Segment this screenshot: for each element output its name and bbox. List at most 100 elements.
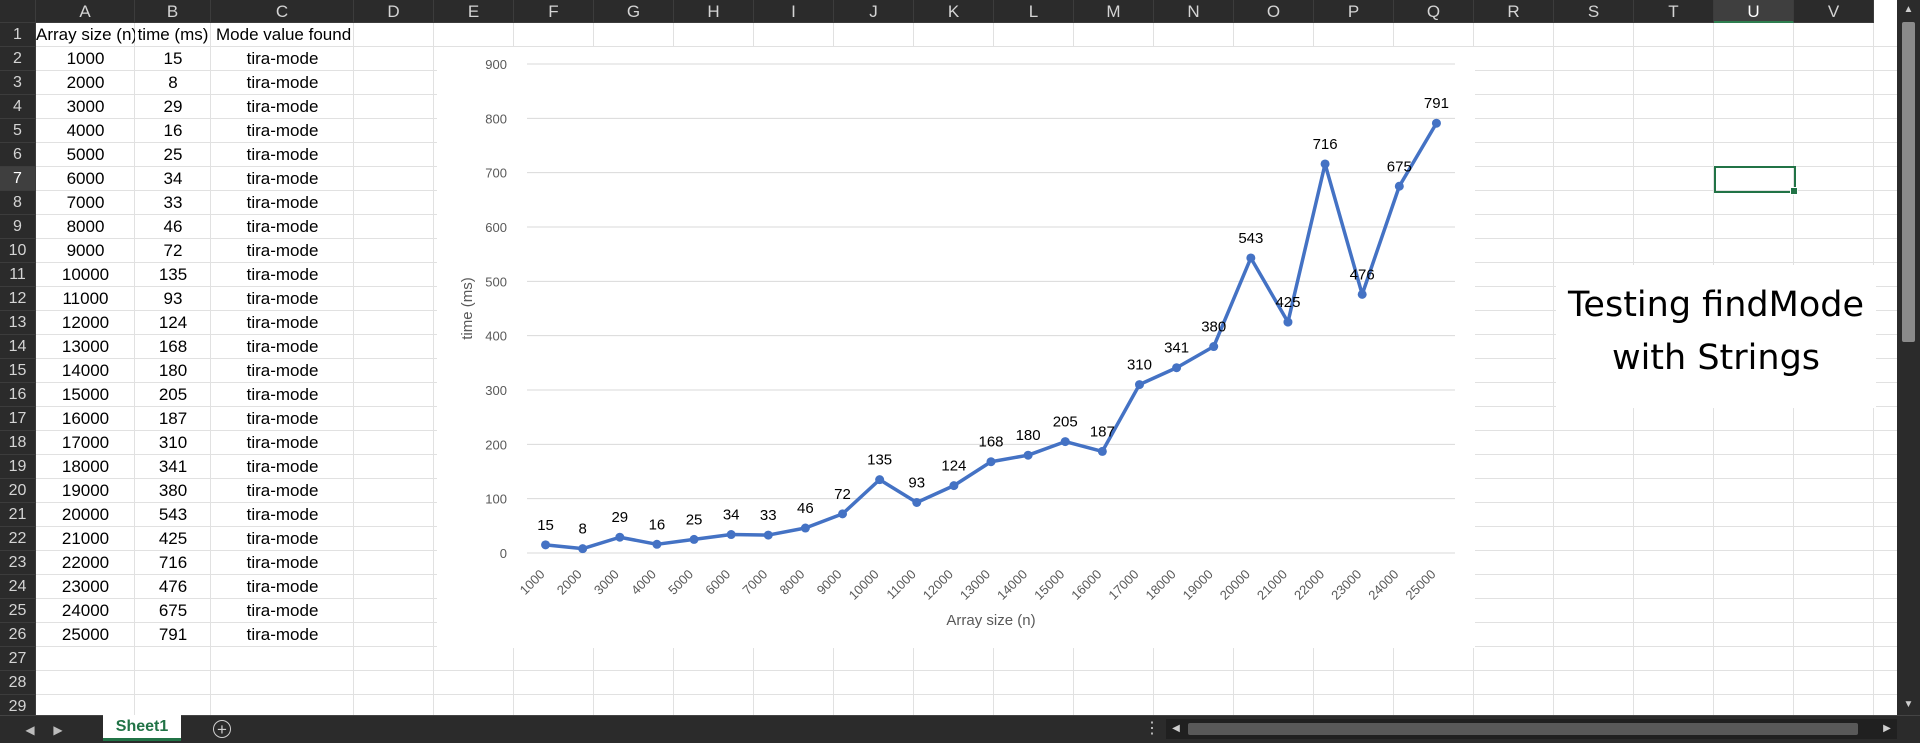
row-header-8[interactable]: 8	[0, 191, 36, 215]
sheet-tab-sheet1[interactable]: Sheet1	[103, 715, 181, 741]
data-cell[interactable]: tira-mode	[246, 385, 319, 404]
row-header-20[interactable]: 20	[0, 479, 36, 503]
data-cell[interactable]: tira-mode	[246, 505, 319, 524]
data-cell[interactable]: 25000	[61, 625, 110, 644]
data-cell[interactable]: 19000	[61, 481, 110, 500]
data-cell[interactable]: 341	[158, 457, 188, 476]
data-cell[interactable]: 7000	[66, 193, 105, 212]
select-all-corner[interactable]	[0, 0, 36, 23]
row-header-16[interactable]: 16	[0, 383, 36, 407]
data-cell[interactable]: tira-mode	[246, 193, 319, 212]
scroll-left-icon[interactable]: ◀	[1172, 723, 1180, 734]
column-header-h[interactable]: H	[674, 0, 754, 23]
data-cell[interactable]: tira-mode	[246, 361, 319, 380]
data-cell[interactable]: 187	[158, 409, 188, 428]
data-cell[interactable]: 791	[158, 625, 188, 644]
data-cell[interactable]: 23000	[61, 577, 110, 596]
scroll-up-icon[interactable]: ▲	[1903, 4, 1914, 15]
data-cell[interactable]: tira-mode	[246, 481, 319, 500]
row-header-21[interactable]: 21	[0, 503, 36, 527]
data-cell[interactable]: 18000	[61, 457, 110, 476]
data-cell[interactable]: 476	[158, 577, 188, 596]
row-header-25[interactable]: 25	[0, 599, 36, 623]
data-cell[interactable]: 2000	[66, 73, 105, 92]
column-header-o[interactable]: O	[1234, 0, 1314, 23]
row-header-13[interactable]: 13	[0, 311, 36, 335]
fill-handle[interactable]	[1790, 187, 1798, 195]
row-header-22[interactable]: 22	[0, 527, 36, 551]
chevron-right-icon[interactable]: ▶	[53, 723, 63, 737]
data-cell[interactable]: tira-mode	[246, 409, 319, 428]
data-cell[interactable]: 205	[158, 385, 188, 404]
row-header-14[interactable]: 14	[0, 335, 36, 359]
column-header-g[interactable]: G	[594, 0, 674, 23]
vertical-scrollbar[interactable]: ▲ ▼	[1897, 0, 1920, 715]
row-header-23[interactable]: 23	[0, 551, 36, 575]
data-cell[interactable]: 135	[158, 265, 188, 284]
data-cell[interactable]: 24000	[61, 601, 110, 620]
data-cell[interactable]: 3000	[66, 97, 105, 116]
column-header-b[interactable]: B	[135, 0, 211, 23]
data-cell[interactable]: tira-mode	[246, 145, 319, 164]
data-cell[interactable]: 675	[158, 601, 188, 620]
data-cell[interactable]: tira-mode	[246, 169, 319, 188]
column-header-t[interactable]: T	[1634, 0, 1714, 23]
row-header-5[interactable]: 5	[0, 119, 36, 143]
data-cell[interactable]: 29	[163, 97, 183, 116]
data-cell[interactable]: 380	[158, 481, 188, 500]
header-cell[interactable]: time (ms)	[137, 25, 209, 44]
data-cell[interactable]: tira-mode	[246, 49, 319, 68]
header-cell[interactable]: Mode value found	[216, 25, 352, 44]
data-cell[interactable]: 15	[163, 49, 183, 68]
data-cell[interactable]: tira-mode	[246, 433, 319, 452]
column-header-d[interactable]: D	[354, 0, 434, 23]
data-cell[interactable]: 124	[158, 313, 188, 332]
data-cell[interactable]: 180	[158, 361, 188, 380]
column-header-j[interactable]: J	[834, 0, 914, 23]
row-header-10[interactable]: 10	[0, 239, 36, 263]
data-cell[interactable]: tira-mode	[246, 337, 319, 356]
data-cell[interactable]: 12000	[61, 313, 110, 332]
row-header-28[interactable]: 28	[0, 671, 36, 695]
horizontal-scrollbar[interactable]: ◀ ▶	[1166, 719, 1897, 739]
data-cell[interactable]: 9000	[66, 241, 105, 260]
data-cell[interactable]: 33	[163, 193, 183, 212]
title-text-box[interactable]: Testing findMode with Strings	[1556, 265, 1876, 408]
row-header-4[interactable]: 4	[0, 95, 36, 119]
scroll-down-icon[interactable]: ▼	[1903, 699, 1914, 710]
data-cell[interactable]: 310	[158, 433, 188, 452]
data-cell[interactable]: 13000	[61, 337, 110, 356]
row-header-18[interactable]: 18	[0, 431, 36, 455]
vertical-scroll-thumb[interactable]	[1902, 22, 1915, 342]
active-cell-selection[interactable]	[1714, 166, 1798, 195]
row-header-27[interactable]: 27	[0, 647, 36, 671]
data-cell[interactable]: 93	[163, 289, 183, 308]
row-header-7[interactable]: 7	[0, 167, 36, 191]
row-header-26[interactable]: 26	[0, 623, 36, 647]
row-header-2[interactable]: 2	[0, 47, 36, 71]
data-cell[interactable]: tira-mode	[246, 601, 319, 620]
data-cell[interactable]: tira-mode	[246, 73, 319, 92]
scroll-right-icon[interactable]: ▶	[1883, 723, 1891, 734]
column-header-i[interactable]: I	[754, 0, 834, 23]
row-header-1[interactable]: 1	[0, 23, 36, 47]
data-cell[interactable]: tira-mode	[246, 289, 319, 308]
column-header-c[interactable]: C	[211, 0, 354, 23]
row-header-24[interactable]: 24	[0, 575, 36, 599]
header-cell[interactable]: Array size (n)	[36, 25, 135, 44]
data-cell[interactable]: 11000	[62, 289, 109, 308]
data-cell[interactable]: 8000	[66, 217, 105, 236]
data-cell[interactable]: 22000	[61, 553, 110, 572]
column-header-u[interactable]: U	[1714, 0, 1794, 23]
column-header-l[interactable]: L	[994, 0, 1074, 23]
row-header-11[interactable]: 11	[0, 263, 36, 287]
row-header-9[interactable]: 9	[0, 215, 36, 239]
row-header-6[interactable]: 6	[0, 143, 36, 167]
row-header-15[interactable]: 15	[0, 359, 36, 383]
data-cell[interactable]: tira-mode	[246, 577, 319, 596]
data-cell[interactable]: 46	[163, 217, 183, 236]
data-cell[interactable]: 6000	[66, 169, 105, 188]
line-chart[interactable]: 0 100 200 300 400 500 600 700 800 900 1000 2000 3000…	[437, 47, 1475, 648]
data-cell[interactable]: 34	[163, 169, 183, 188]
plus-circle-icon[interactable]: +	[213, 720, 231, 738]
